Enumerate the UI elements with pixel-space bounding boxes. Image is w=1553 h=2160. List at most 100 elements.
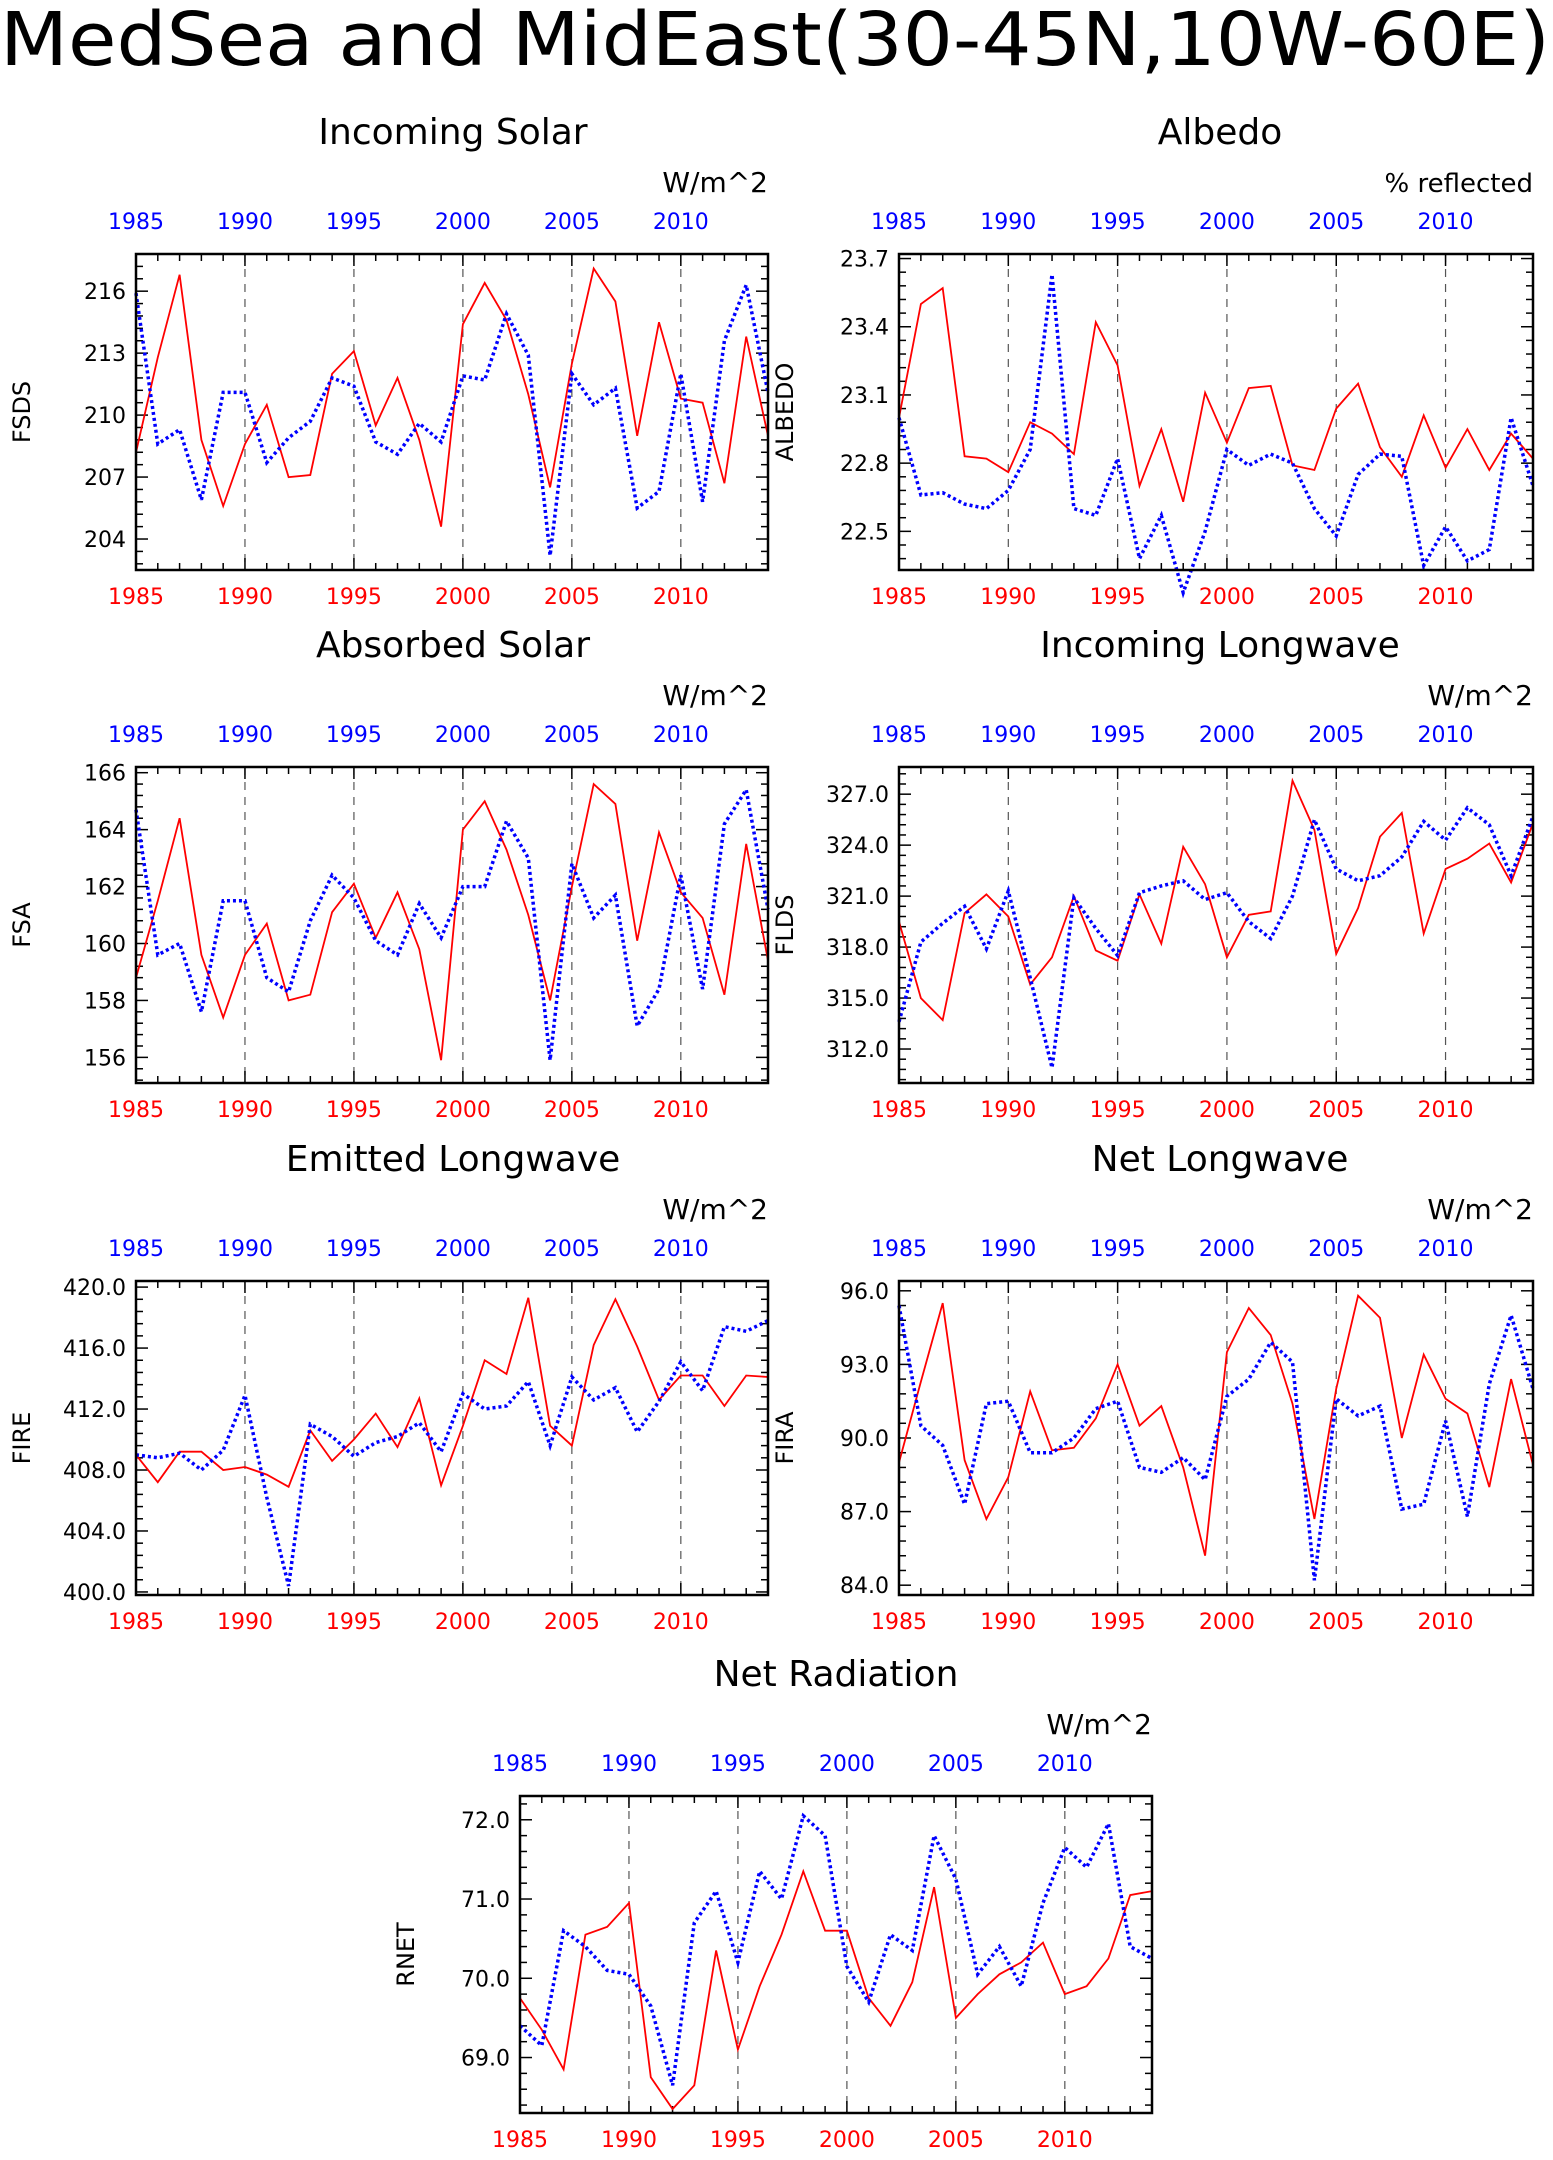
y-axis-label: RNET (392, 1922, 420, 1987)
series-line-blue (897, 805, 1535, 1069)
x-tick-label-top: 2000 (435, 210, 491, 235)
y-tick-label: 156 (84, 1046, 126, 1071)
x-tick-label-bottom: 1990 (980, 1610, 1036, 1635)
x-tick-label-top: 1990 (217, 1237, 273, 1262)
x-tick-label-bottom: 2000 (435, 585, 491, 610)
series-line-red (898, 286, 1534, 503)
x-tick-label-bottom: 1995 (710, 2128, 766, 2153)
y-tick-label: 324.0 (826, 834, 889, 859)
plot-frame (134, 765, 770, 1085)
x-tick-label-bottom: 1985 (108, 1098, 164, 1123)
chart-title: Net Radiation (714, 1654, 959, 1695)
y-tick-label: 71.0 (461, 1888, 510, 1913)
plot-frame (518, 1794, 1154, 2115)
y-axis-label: FIRA (771, 1411, 799, 1465)
series-line-red (135, 1297, 769, 1489)
units-label: W/m^2 (1046, 1708, 1152, 1741)
y-axis-label: FIRE (8, 1412, 36, 1465)
y-tick-label: 216 (84, 280, 126, 305)
x-tick-label-bottom: 2005 (544, 1610, 600, 1635)
x-tick-label-bottom: 2010 (1418, 585, 1474, 610)
y-tick-label: 164 (84, 819, 126, 844)
x-tick-label-bottom: 1995 (326, 1610, 382, 1635)
y-tick-label: 400.0 (63, 1581, 126, 1606)
units-label: W/m^2 (1427, 679, 1533, 712)
x-tick-label-top: 2000 (1199, 1237, 1255, 1262)
x-tick-label-bottom: 1990 (980, 585, 1036, 610)
y-tick-label: 327.0 (826, 783, 889, 808)
series-line-red (519, 1868, 1153, 2111)
x-tick-label-bottom: 1985 (108, 1610, 164, 1635)
y-tick-label: 408.0 (63, 1459, 126, 1484)
series-line-blue (135, 1319, 769, 1587)
x-tick-label-bottom: 1990 (217, 1610, 273, 1635)
series-line-blue (897, 274, 1535, 599)
x-tick-label-top: 1985 (108, 723, 164, 748)
series-line-red (135, 266, 769, 527)
x-tick-label-bottom: 1990 (217, 585, 273, 610)
y-tick-label: 72.0 (461, 1809, 510, 1834)
y-tick-label: 23.1 (840, 384, 889, 409)
chart-title: Incoming Longwave (1040, 625, 1400, 666)
plot-frame (897, 1279, 1535, 1597)
x-tick-label-top: 1995 (1090, 210, 1146, 235)
x-tick-label-top: 2000 (1199, 723, 1255, 748)
y-tick-label: 22.8 (840, 452, 889, 477)
x-tick-label-top: 2010 (653, 723, 709, 748)
x-tick-label-bottom: 2000 (819, 2128, 875, 2153)
x-tick-label-top: 2005 (544, 723, 600, 748)
x-tick-label-bottom: 1985 (871, 585, 927, 610)
y-tick-label: 87.0 (840, 1501, 889, 1526)
y-tick-label: 22.5 (840, 520, 889, 545)
x-tick-label-bottom: 2010 (1418, 1610, 1474, 1635)
x-tick-label-top: 2010 (653, 1237, 709, 1262)
series-line-red (135, 782, 769, 1061)
x-tick-label-bottom: 1995 (1090, 1610, 1146, 1635)
x-tick-label-bottom: 2000 (1199, 1610, 1255, 1635)
y-tick-label: 70.0 (461, 1967, 510, 1992)
plot-frame (897, 252, 1535, 572)
x-tick-label-bottom: 1990 (601, 2128, 657, 2153)
series-line-blue (134, 785, 770, 1061)
x-tick-label-top: 2005 (1308, 1237, 1364, 1262)
x-tick-label-bottom: 2010 (653, 1098, 709, 1123)
chart-title: Emitted Longwave (286, 1139, 621, 1180)
x-tick-label-top: 1995 (710, 1752, 766, 1777)
y-tick-label: 158 (84, 989, 126, 1014)
x-tick-label-bottom: 2005 (544, 1098, 600, 1123)
y-tick-label: 213 (84, 342, 126, 367)
x-tick-label-top: 2005 (1308, 210, 1364, 235)
chart-title: Incoming Solar (318, 112, 587, 153)
x-tick-label-bottom: 2010 (653, 585, 709, 610)
x-tick-label-top: 2005 (928, 1752, 984, 1777)
x-tick-label-bottom: 1995 (1090, 1098, 1146, 1123)
x-tick-label-top: 2005 (544, 1237, 600, 1262)
chart-panel: Incoming Solar W/m^2 1985 1985 1990 1990 1995 1… (8, 112, 770, 610)
x-tick-label-bottom: 1990 (980, 1098, 1036, 1123)
x-tick-label-bottom: 2005 (544, 585, 600, 610)
chart-panel: Emitted Longwave W/m^2 1985 1985 1990 1990 199… (8, 1139, 770, 1635)
x-tick-label-bottom: 2000 (435, 1610, 491, 1635)
x-tick-label-bottom: 2000 (435, 1098, 491, 1123)
y-tick-label: 96.0 (840, 1280, 889, 1305)
x-tick-label-bottom: 1985 (492, 2128, 548, 2153)
y-tick-label: 204 (84, 528, 126, 553)
chart-title: Net Longwave (1092, 1139, 1349, 1180)
y-tick-label: 166 (84, 762, 126, 787)
series-line-blue (518, 1812, 1153, 2086)
x-tick-label-bottom: 2000 (1199, 585, 1255, 610)
units-label: % reflected (1385, 169, 1533, 199)
plot-frame (134, 252, 770, 572)
x-tick-label-top: 1995 (1090, 723, 1146, 748)
units-label: W/m^2 (1427, 1193, 1533, 1226)
x-tick-label-bottom: 1995 (1090, 585, 1146, 610)
x-tick-label-bottom: 2005 (1308, 1098, 1364, 1123)
units-label: W/m^2 (662, 679, 768, 712)
x-tick-label-top: 2000 (435, 1237, 491, 1262)
y-tick-label: 160 (84, 933, 126, 958)
y-tick-label: 23.7 (840, 248, 889, 273)
x-tick-label-top: 2000 (1199, 210, 1255, 235)
x-tick-label-bottom: 1985 (108, 585, 164, 610)
units-label: W/m^2 (662, 1193, 768, 1226)
plot-frame (897, 765, 1535, 1085)
